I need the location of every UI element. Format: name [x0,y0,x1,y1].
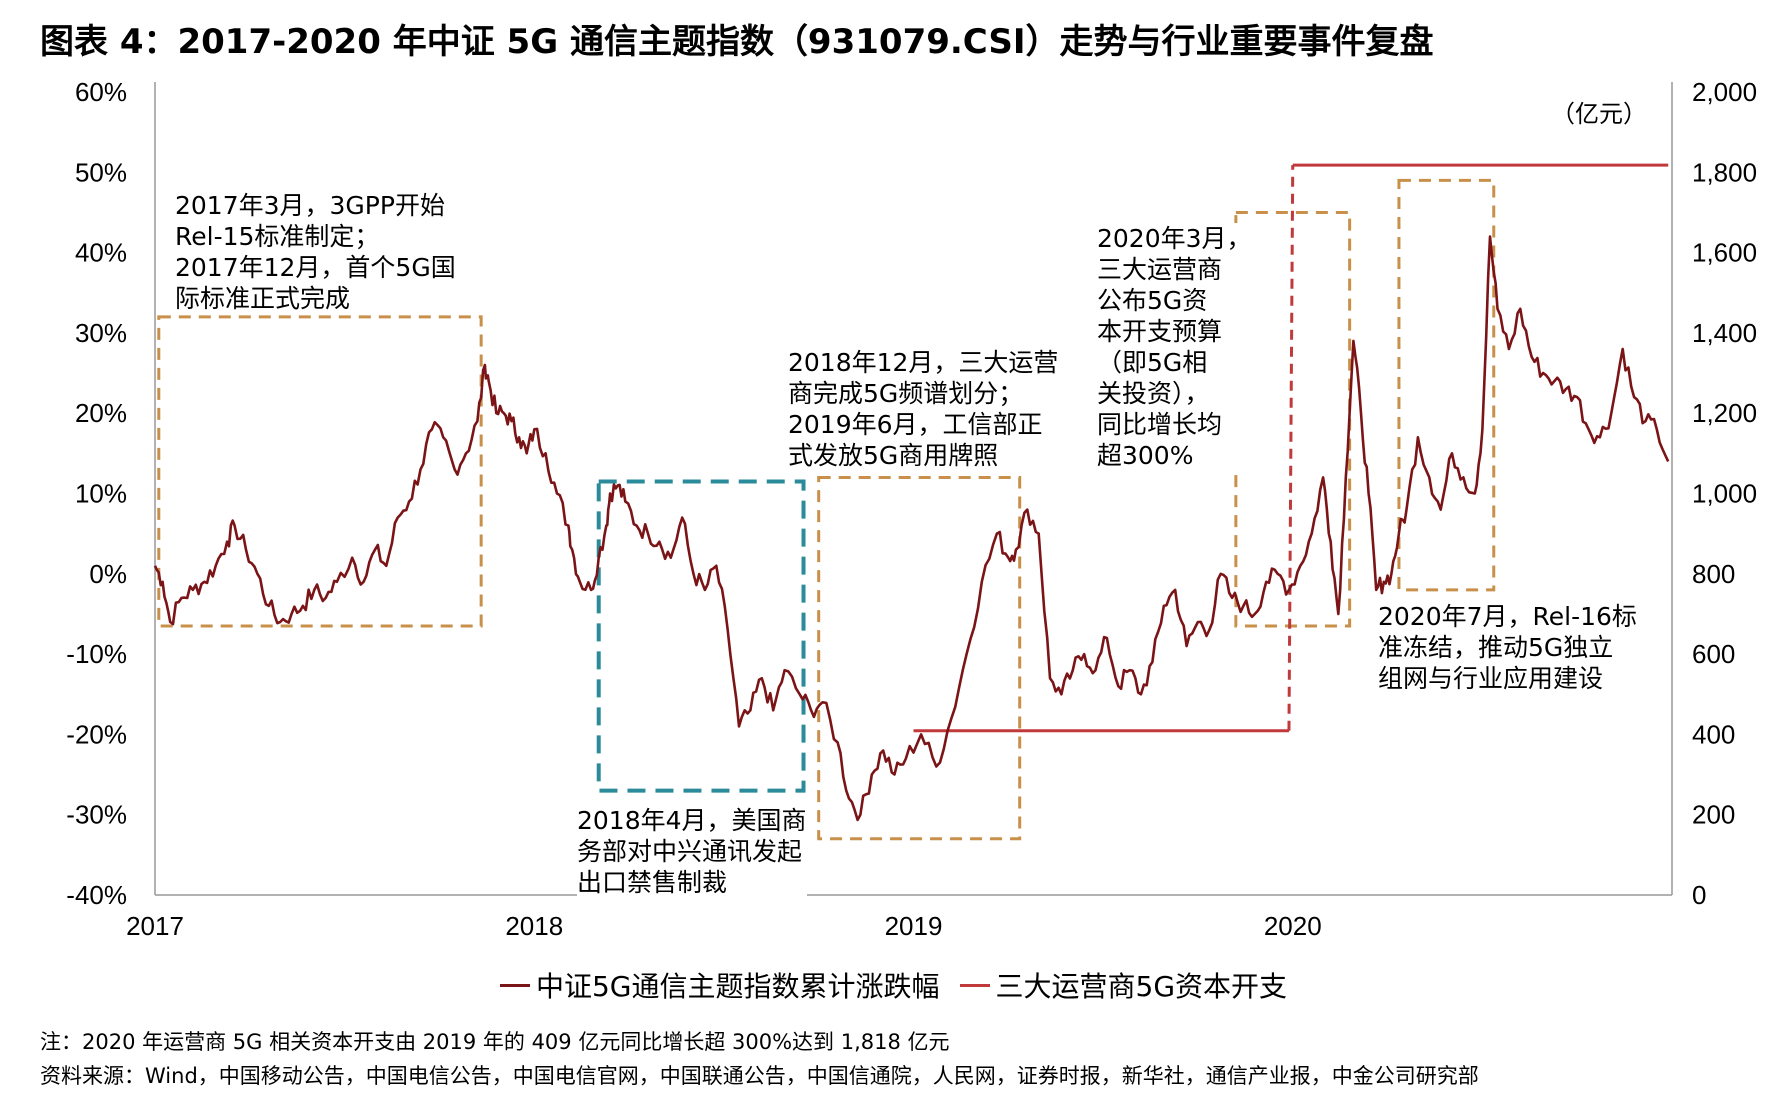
annotation-spectrum-license: 2018年12月，三大运营 商完成5G频谱划分； 2019年6月，工信部正 式发… [788,347,1059,471]
y-tick-left-label: 30% [75,318,127,348]
y-tick-left-label: -40% [66,880,127,910]
annotation-zte-sanction: 2018年4月，美国商 务部对中兴通讯发起 出口禁售制裁 [577,805,807,898]
legend-item-index: 中证5G通信主题指数累计涨跌幅 [499,965,940,1005]
annotation-2017-standard: 2017年3月，3GPP开始 Rel-15标准制定； 2017年12月，首个5G… [175,190,456,314]
y-tick-right-label: 200 [1692,800,1735,830]
y-tick-right-label: 800 [1692,559,1735,589]
annotation-capex-budget: 2020年3月， 三大运营商 公布5G资 本开支预算 （即5G相 关投资）， 同… [1097,223,1252,471]
chart-title: 图表 4：2017-2020 年中证 5G 通信主题指数（931079.CSI）… [40,22,1434,62]
index-series-line [153,235,1670,822]
y-tick-left-label: -10% [66,639,127,669]
chart-legend: 中证5G通信主题指数累计涨跌幅 三大运营商5G资本开支 [0,965,1787,1005]
legend-item-capex: 三大运营商5G资本开支 [959,965,1288,1005]
y-tick-left-label: 60% [75,77,127,107]
legend-label-capex: 三大运营商5G资本开支 [995,970,1288,1003]
capex-step-dashed [1287,165,1295,731]
annotation-box-a2 [596,479,806,793]
y-tick-right-label: 1,800 [1692,157,1757,187]
y-tick-left-label: 20% [75,398,127,428]
y-tick-right-label: 600 [1692,639,1735,669]
x-tick-label: 2018 [505,911,563,941]
annotation-box-a3 [817,475,1022,841]
annotation-box-a1 [157,315,483,628]
chart-source: 资料来源：Wind，中国移动公告，中国电信公告，中国电信官网，中国联通公告，中国… [40,1064,1479,1088]
y-tick-right-label: 400 [1692,719,1735,749]
y-tick-left-label: 40% [75,238,127,268]
y-tick-left-label: 0% [89,559,127,589]
y-tick-left-label: 10% [75,479,127,509]
y-tick-right-label: 2,000 [1692,77,1757,107]
legend-swatch-capex [959,983,990,987]
x-tick-label: 2017 [126,911,184,941]
x-tick-label: 2019 [885,911,943,941]
y-tick-left-label: -20% [66,719,127,749]
y-tick-right-label: 1,200 [1692,398,1757,428]
legend-label-index: 中证5G通信主题指数累计涨跌幅 [535,970,940,1003]
y-tick-right-label: 0 [1692,880,1706,910]
chart-note: 注：2020 年运营商 5G 相关资本开支由 2019 年的 409 亿元同比增… [40,1030,950,1054]
y-tick-left-label: 50% [75,157,127,187]
x-tick-label: 2020 [1264,911,1322,941]
annotation-rel16-freeze: 2020年7月，Rel-16标 准冻结，推动5G独立 组网与行业应用建设 [1378,601,1637,694]
y-right-unit-label: （亿元） [1551,100,1647,128]
annotation-box-a5 [1397,178,1496,592]
y-tick-right-label: 1,400 [1692,318,1757,348]
y-tick-right-label: 1,600 [1692,238,1757,268]
y-tick-left-label: -30% [66,800,127,830]
legend-swatch-index [499,983,530,987]
y-tick-right-label: 1,000 [1692,479,1757,509]
